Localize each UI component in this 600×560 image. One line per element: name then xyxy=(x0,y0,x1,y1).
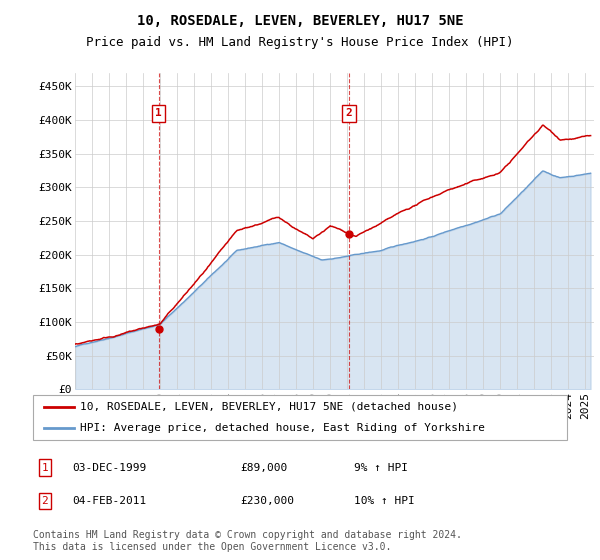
Text: 2: 2 xyxy=(41,496,49,506)
Text: 04-FEB-2011: 04-FEB-2011 xyxy=(72,496,146,506)
Text: 1: 1 xyxy=(155,108,162,118)
Text: Contains HM Land Registry data © Crown copyright and database right 2024.
This d: Contains HM Land Registry data © Crown c… xyxy=(33,530,462,552)
Text: 10, ROSEDALE, LEVEN, BEVERLEY, HU17 5NE: 10, ROSEDALE, LEVEN, BEVERLEY, HU17 5NE xyxy=(137,14,463,28)
Text: 10, ROSEDALE, LEVEN, BEVERLEY, HU17 5NE (detached house): 10, ROSEDALE, LEVEN, BEVERLEY, HU17 5NE … xyxy=(80,402,458,412)
Text: 1: 1 xyxy=(41,463,49,473)
Text: £230,000: £230,000 xyxy=(240,496,294,506)
Text: Price paid vs. HM Land Registry's House Price Index (HPI): Price paid vs. HM Land Registry's House … xyxy=(86,36,514,49)
Text: HPI: Average price, detached house, East Riding of Yorkshire: HPI: Average price, detached house, East… xyxy=(80,423,485,433)
Text: 03-DEC-1999: 03-DEC-1999 xyxy=(72,463,146,473)
Text: £89,000: £89,000 xyxy=(240,463,287,473)
Text: 2: 2 xyxy=(346,108,352,118)
Text: 10% ↑ HPI: 10% ↑ HPI xyxy=(354,496,415,506)
Text: 9% ↑ HPI: 9% ↑ HPI xyxy=(354,463,408,473)
